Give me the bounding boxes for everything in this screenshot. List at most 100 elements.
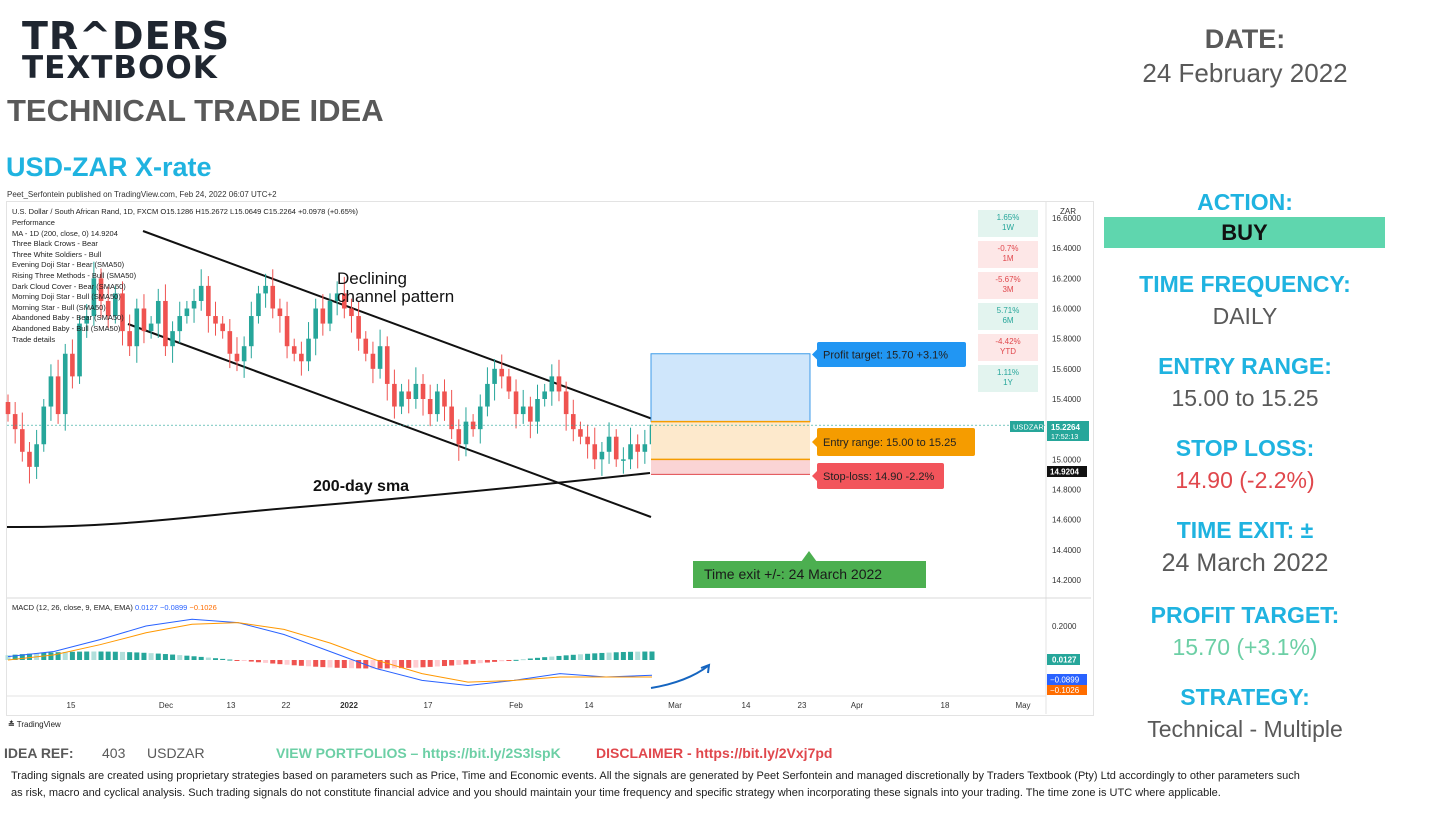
last-price-tag-box xyxy=(1047,421,1089,441)
performance-pct: 1.65% xyxy=(996,213,1020,222)
time-tick-label: 22 xyxy=(282,701,291,710)
macd-histogram-bar xyxy=(213,658,219,660)
candle-body xyxy=(549,376,555,392)
macd-histogram-bar xyxy=(119,651,125,660)
macd-histogram-bar xyxy=(284,660,290,665)
candle-body xyxy=(485,383,490,407)
candle-body xyxy=(213,316,218,324)
candle-body xyxy=(12,414,18,430)
candle-body xyxy=(420,383,426,399)
candle-body xyxy=(113,293,118,317)
macd-signal-line xyxy=(7,622,652,683)
published-line: Peet_Serfontein published on TradingView… xyxy=(7,190,277,199)
performance-tile: 1.11% 1Y xyxy=(978,365,1038,392)
time-tick-label: 17 xyxy=(424,701,433,710)
macd-histogram-bar xyxy=(520,659,526,661)
indicator-legend-item: Evening Doji Star - Bear (SMA50) xyxy=(12,260,125,270)
macd-histogram-bar xyxy=(434,660,440,667)
page-heading: TECHNICAL TRADE IDEA xyxy=(7,93,384,128)
time-tick-label: Feb xyxy=(509,701,523,710)
candle-body xyxy=(327,300,333,324)
candle-body xyxy=(621,459,626,461)
candle-body xyxy=(499,368,505,377)
price-tick-label: 16.2000 xyxy=(1052,274,1081,283)
macd-histogram-bar xyxy=(148,653,154,660)
candle-body xyxy=(463,421,469,445)
performance-tile: -4.42% YTD xyxy=(978,334,1038,361)
macd-histogram-bar xyxy=(556,655,562,660)
macd-histogram-bar xyxy=(162,654,168,660)
time-exit-box xyxy=(693,561,926,588)
time-exit-text: Time exit +/-: 24 March 2022 xyxy=(704,566,882,582)
candle-body xyxy=(370,353,376,369)
macd-histogram-bar xyxy=(170,654,176,660)
stop-loss-value: 14.90 (-2.2%) xyxy=(1175,467,1315,493)
performance-period: 3M xyxy=(1002,285,1014,294)
time-tick-label: Apr xyxy=(851,701,864,710)
candle-body xyxy=(392,383,397,407)
view-portfolios-link[interactable]: VIEW PORTFOLIOS – https://bit.ly/2S3lspK xyxy=(276,745,561,761)
macd-histogram-bar xyxy=(184,655,190,660)
macd-histogram-bar xyxy=(191,656,197,660)
macd-histogram-bar xyxy=(377,660,383,669)
symbol-line: U.S. Dollar / South African Rand, 1D, FX… xyxy=(12,207,359,216)
macd-histogram-bar xyxy=(334,660,340,668)
macd-histogram-bar xyxy=(620,652,626,660)
entry-zone xyxy=(651,421,810,460)
candle-body xyxy=(384,346,390,384)
macd-histogram-bar xyxy=(69,651,75,660)
price-tick-label: 15.6000 xyxy=(1052,365,1081,374)
candle-body xyxy=(299,353,304,362)
candle-body xyxy=(34,444,39,467)
disclaimer-link[interactable]: DISCLAIMER - https://bit.ly/2Vxj7pd xyxy=(596,745,833,761)
macd-histogram-bar xyxy=(642,651,648,660)
macd-histogram-bar xyxy=(535,657,541,660)
time-exit-tag: Time exit +/-: 24 March 2022 xyxy=(693,551,926,588)
stop-loss-tag-pointer xyxy=(812,471,817,481)
candle-body xyxy=(5,402,11,415)
entry-range-tag-text: Entry range: 15.00 to 15.25 xyxy=(823,437,956,449)
candle-body xyxy=(363,338,369,354)
macd-histogram-bar xyxy=(406,660,412,668)
symbol-tag-box xyxy=(1010,421,1044,432)
macd-histogram-bar xyxy=(91,651,97,660)
macd-histogram-bar xyxy=(441,660,447,667)
idea-ref-label: IDEA REF: xyxy=(4,745,74,761)
macd-histogram-bar xyxy=(277,660,283,665)
time-frequency-value: DAILY xyxy=(1212,303,1278,329)
profit-target-label: PROFIT TARGET: xyxy=(1150,602,1340,628)
candle-body xyxy=(406,391,412,399)
macd-histogram-bar xyxy=(399,660,405,669)
channel-lower-line xyxy=(127,323,652,518)
price-tick-label: 14.2000 xyxy=(1052,576,1081,585)
macd-histogram-bar xyxy=(141,652,147,660)
time-exit-value: 24 March 2022 xyxy=(1161,549,1329,577)
candle-body xyxy=(284,316,290,347)
macd-histogram-bar xyxy=(205,657,211,660)
candle-body xyxy=(528,406,533,422)
candle-body xyxy=(77,323,82,377)
macd-value-1: 0.0127 xyxy=(134,603,158,612)
macd-histogram-bar xyxy=(198,656,204,660)
brand-logo-line1: TR^DERS xyxy=(22,14,231,58)
time-tick-label: 13 xyxy=(227,701,236,710)
channel-annotation-line2: channel pattern xyxy=(337,287,454,306)
indicator-legend-item: Morning Doji Star - Bull (SMA50) xyxy=(12,292,121,302)
candle-body xyxy=(427,399,433,415)
strategy-value: Technical - Multiple xyxy=(1147,716,1343,742)
price-tick-label: 14.6000 xyxy=(1052,516,1081,525)
price-tick-label: 15.4000 xyxy=(1052,395,1081,404)
candle-body xyxy=(506,376,512,392)
candle-body xyxy=(635,444,640,452)
time-tick-label: 14 xyxy=(742,701,751,710)
macd-histogram-bar xyxy=(449,660,455,666)
candle-body xyxy=(606,436,612,452)
macd-signal-tag-text: −0.1026 xyxy=(1050,686,1080,695)
macd-value-2: −0.0899 xyxy=(160,603,188,612)
macd-histogram-bar xyxy=(370,660,376,669)
candle-body xyxy=(155,300,161,324)
macd-arrow-head xyxy=(700,663,711,674)
indicator-legend-item: Three White Soldiers - Bull xyxy=(12,249,102,259)
indicator-legend-item: Morning Star - Bull (SMA50) xyxy=(12,302,106,312)
